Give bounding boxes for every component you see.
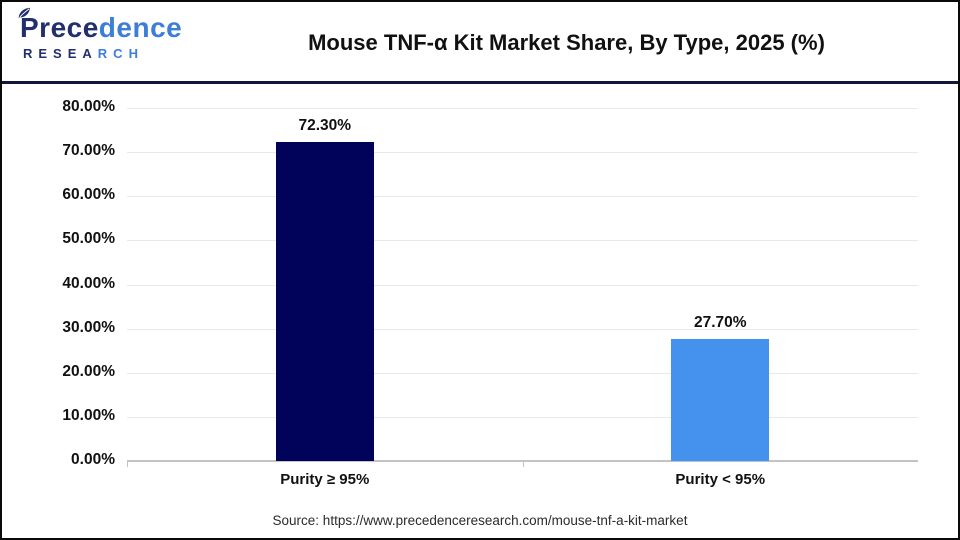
chart-title: Mouse TNF-α Kit Market Share, By Type, 2… bbox=[308, 30, 825, 55]
gridline bbox=[127, 416, 918, 418]
y-tick-label: 10.00% bbox=[62, 406, 115, 424]
gridline bbox=[127, 240, 918, 242]
logo-text-secondary: dence bbox=[98, 12, 183, 43]
bar-value-label: 27.70% bbox=[693, 313, 747, 331]
leaf-icon bbox=[18, 7, 31, 19]
x-category-label: Purity ≥ 95% bbox=[280, 471, 370, 488]
axis-tick bbox=[127, 461, 128, 467]
y-tick-label: 0.00% bbox=[71, 451, 115, 468]
bar-1 bbox=[275, 141, 374, 461]
y-tick-label: 40.00% bbox=[62, 274, 115, 292]
y-tick-label: 30.00% bbox=[62, 318, 115, 336]
logo-text-primary: Prece bbox=[20, 12, 99, 43]
y-tick-label: 70.00% bbox=[62, 142, 115, 160]
gridline bbox=[127, 196, 918, 198]
logo-subtitle-secondary: RCH bbox=[97, 46, 144, 61]
gridline bbox=[127, 328, 918, 330]
bar-value-label: 72.30% bbox=[298, 116, 352, 134]
logo-subtitle: RESEARCH bbox=[20, 47, 182, 60]
x-category-label: Purity < 95% bbox=[675, 471, 766, 488]
logo-wordmark: Precedence bbox=[18, 7, 183, 43]
gridline bbox=[127, 372, 918, 374]
y-tick-label: 20.00% bbox=[62, 362, 115, 380]
gridline bbox=[127, 284, 918, 286]
logo-subtitle-primary: RESEA bbox=[23, 46, 98, 61]
y-tick-label: 50.00% bbox=[62, 230, 115, 248]
source-note: Source: https://www.precedenceresearch.c… bbox=[272, 513, 688, 528]
gridline bbox=[127, 108, 918, 109]
header: Precedence RESEARCH Mouse TNF-α Kit Mark… bbox=[2, 2, 958, 84]
bar-2 bbox=[671, 338, 770, 461]
y-tick-label: 80.00% bbox=[62, 98, 115, 115]
y-tick-label: 60.00% bbox=[62, 186, 115, 204]
gridline bbox=[127, 152, 918, 154]
axis-tick bbox=[522, 461, 524, 467]
precedence-research-logo: Precedence RESEARCH bbox=[18, 7, 183, 60]
